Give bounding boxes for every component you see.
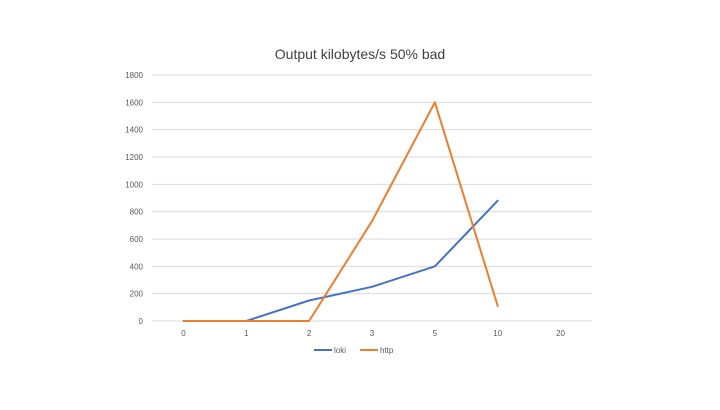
- y-tick-label: 1600: [125, 98, 143, 107]
- y-tick-label: 0: [139, 317, 144, 326]
- x-axis-ticks: 0 1 2 3 5 10 20: [181, 329, 565, 338]
- series-line-http: [182, 101, 499, 322]
- y-axis-ticks: 0 200 400 600 800 1000 1200 1400 1600 1800: [125, 71, 143, 326]
- x-tick-label: 0: [181, 329, 186, 338]
- y-tick-label: 400: [130, 262, 144, 271]
- legend: loki http: [314, 346, 394, 355]
- x-tick-label: 5: [433, 329, 438, 338]
- x-tick-label: 10: [493, 329, 502, 338]
- y-tick-label: 800: [130, 208, 144, 217]
- y-tick-label: 200: [130, 290, 144, 299]
- y-tick-label: 1800: [125, 71, 143, 80]
- x-tick-label: 1: [244, 329, 249, 338]
- gridlines: [152, 74, 592, 322]
- series-lines: [182, 101, 499, 322]
- legend-label-loki: loki: [334, 346, 346, 355]
- y-tick-label: 1200: [125, 153, 143, 162]
- x-tick-label: 3: [370, 329, 375, 338]
- legend-label-http: http: [380, 346, 394, 355]
- x-tick-label: 2: [307, 329, 312, 338]
- chart-title: Output kilobytes/s 50% bad: [274, 46, 446, 62]
- x-tick-label: 20: [556, 329, 565, 338]
- y-tick-label: 600: [130, 235, 144, 244]
- y-tick-label: 1400: [125, 126, 143, 135]
- series-line-loki: [245, 199, 499, 322]
- y-tick-label: 1000: [125, 180, 143, 189]
